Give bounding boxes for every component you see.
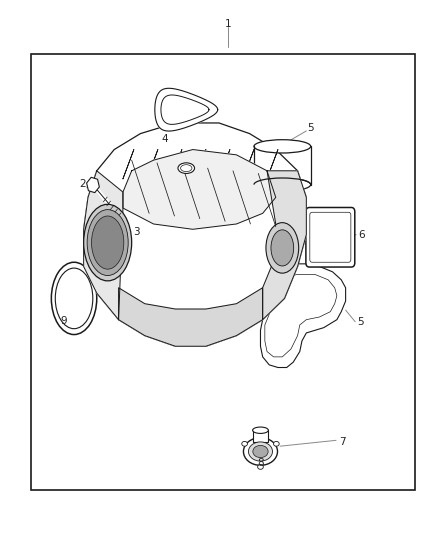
Text: 6: 6	[358, 230, 365, 240]
Ellipse shape	[180, 165, 192, 172]
Ellipse shape	[178, 163, 194, 173]
Ellipse shape	[273, 441, 279, 446]
Ellipse shape	[87, 209, 128, 276]
Ellipse shape	[84, 204, 132, 281]
Text: 8: 8	[257, 458, 264, 468]
Text: 5: 5	[307, 123, 314, 133]
Ellipse shape	[242, 441, 247, 446]
Ellipse shape	[92, 216, 124, 269]
Ellipse shape	[253, 427, 268, 433]
Polygon shape	[261, 264, 346, 368]
Ellipse shape	[254, 178, 311, 191]
Ellipse shape	[244, 438, 278, 465]
Text: 1: 1	[224, 19, 231, 29]
Text: 4: 4	[161, 134, 168, 144]
Polygon shape	[123, 150, 276, 229]
Ellipse shape	[253, 446, 268, 458]
Polygon shape	[119, 288, 263, 346]
FancyBboxPatch shape	[306, 207, 355, 267]
Text: 7: 7	[339, 437, 346, 447]
Bar	[254, 147, 311, 184]
Bar	[253, 430, 268, 442]
Text: 5: 5	[357, 317, 364, 327]
Text: 3: 3	[133, 227, 139, 237]
Polygon shape	[155, 88, 218, 131]
Ellipse shape	[248, 442, 272, 461]
Ellipse shape	[55, 268, 93, 329]
Polygon shape	[161, 95, 209, 124]
FancyBboxPatch shape	[310, 212, 351, 262]
Ellipse shape	[51, 262, 97, 335]
Ellipse shape	[254, 140, 311, 153]
Text: 2: 2	[79, 179, 86, 189]
Ellipse shape	[271, 230, 293, 266]
Ellipse shape	[258, 465, 263, 470]
Polygon shape	[84, 171, 123, 320]
Polygon shape	[263, 171, 306, 320]
Text: 9: 9	[61, 316, 67, 326]
Ellipse shape	[266, 223, 299, 273]
Bar	[31, 54, 416, 490]
Polygon shape	[84, 123, 306, 346]
